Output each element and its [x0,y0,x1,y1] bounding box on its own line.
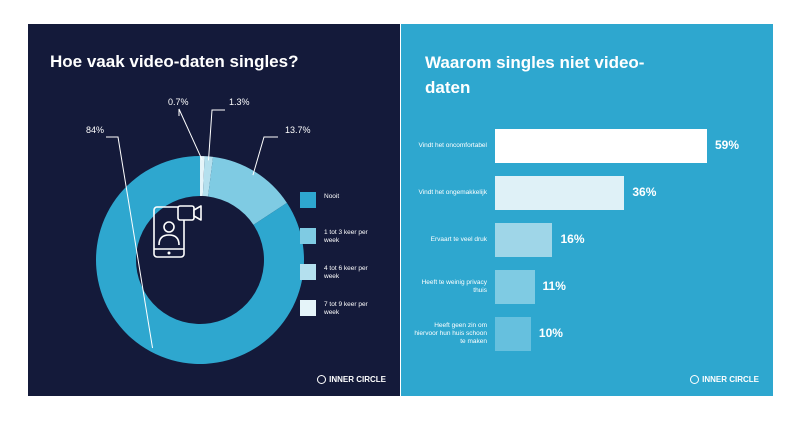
legend-label: Nooit [324,193,340,200]
bar-title: Waarom singles niet video-daten [425,53,645,97]
slice-4-6-keer [202,156,214,197]
bar-4 [495,270,535,304]
slice-4-6-keer-value-label: 1.3% [229,97,250,107]
legend-item: 7 tot 9 keer per week [300,300,368,336]
brand-logo-left: INNER CIRCLE [317,375,386,384]
donut-legend: Nooit 1 tot 3 keer per week 4 tot 6 keer p… [300,192,368,336]
brand-name: INNER CIRCLE [329,375,386,384]
brand-icon [317,375,327,384]
slice-7-9-keer-value-label: 0.7% [168,97,189,107]
slice-nooit-leader [106,136,154,349]
bar-2 [495,176,625,210]
slice-nooit-value-label: 84% [86,125,104,135]
bar-value-label: 16% [560,232,585,246]
slice-1-3-keer-leader [252,136,278,176]
bar-category-label: Heeft geen zin om hiervoor hun huis scho… [414,322,487,345]
slice-7-9-keer-leader [178,108,203,161]
legend-label: 4 tot 6 keer per week [324,265,368,280]
bar-value-label: 36% [632,185,657,199]
slice-nooit [96,156,304,364]
legend-swatch [300,300,316,316]
legend-label: 7 tot 9 keer per week [324,301,368,316]
slice-1-3-keer [208,156,287,225]
bar-1 [495,129,707,163]
slice-1-3-keer-value-label: 13.7% [285,125,311,135]
video-call-phone-icon [153,205,202,258]
reasons-panel: Waarom singles niet video-daten Vindt he… [401,24,773,396]
slice-4-6-keer-leader [207,109,225,161]
bar-category-label: Vindt het oncomfortabel [418,142,487,149]
donut-title: Hoe vaak video-daten singles? [50,52,299,71]
bar-5 [495,317,531,351]
legend-item: Nooit [300,192,368,228]
legend-swatch [300,192,316,208]
brand-name: INNER CIRCLE [702,375,759,384]
bar-value-label: 59% [715,138,740,152]
bar-value-label: 11% [542,279,566,293]
brand-icon [690,375,700,384]
brand-logo-right: INNER CIRCLE [690,375,759,384]
bar-category-label: Vindt het ongemakkelijk [418,189,487,196]
bar-category-label: Heeft te weinig privacy thuis [421,279,487,294]
bar-category-label: Ervaart te veel druk [430,236,487,243]
legend-label: 1 tot 3 keer per week [324,229,368,244]
legend-swatch [300,264,316,280]
donut-chart: 0.7% 1.3% 13.7% 84% [86,97,311,364]
legend-swatch [300,228,316,244]
bar-3 [495,223,553,257]
frequency-panel: Hoe vaak video-daten singles? 0.7% 1.3% 13… [28,24,400,396]
slice-7-9-keer [200,156,205,197]
legend-item: 1 tot 3 keer per week [300,228,368,264]
bar-value-label: 10% [538,326,563,340]
legend-item: 4 tot 6 keer per week [300,264,368,300]
